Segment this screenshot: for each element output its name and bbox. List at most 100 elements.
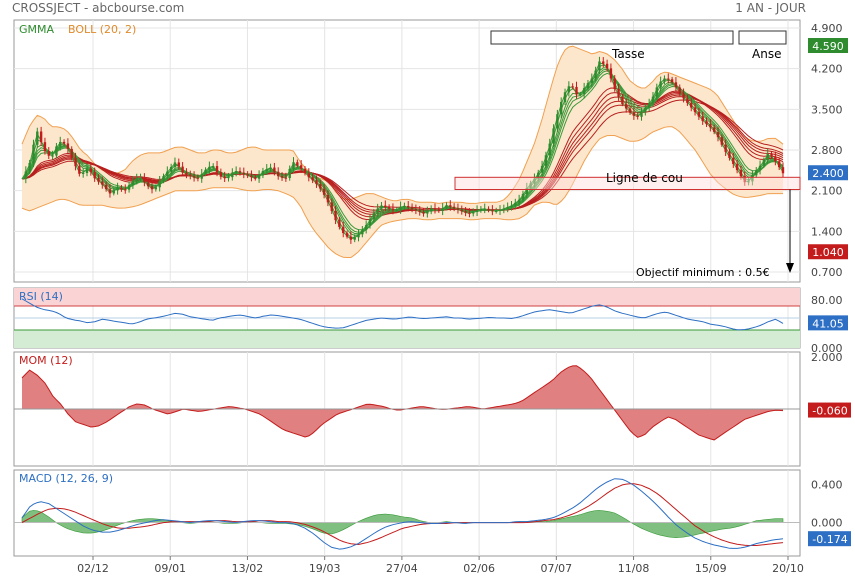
candle-body [177, 162, 180, 167]
candle-body [135, 178, 138, 182]
candle-body [139, 177, 142, 179]
candle-body [525, 187, 528, 195]
candle-body [755, 170, 758, 176]
candle-body [254, 177, 257, 179]
candle-body [315, 180, 318, 185]
rsi-badge [808, 315, 848, 331]
candle-body [751, 175, 754, 182]
candle-body [468, 212, 471, 214]
price-badge [808, 38, 848, 54]
candle-body [449, 205, 452, 207]
macd-signal-line [21, 483, 784, 546]
candle-body [399, 206, 402, 210]
x-tick-label: 20/10 [772, 562, 804, 575]
legend-momentum: MOM (12) [19, 354, 73, 367]
candle-body [674, 82, 678, 88]
candle-body [632, 112, 636, 116]
candle-body [395, 209, 398, 211]
candle-body [181, 166, 184, 173]
price-badge-label: 1.040 [812, 246, 844, 259]
candle-body [131, 181, 135, 186]
candle-body [288, 168, 291, 178]
x-tick-label: 19/03 [309, 562, 341, 575]
candle-body [732, 157, 735, 165]
legend-bollinger: BOLL (20, 2) [68, 23, 136, 36]
candle-body [582, 88, 586, 95]
candle-body [498, 210, 502, 212]
candle-body [307, 173, 311, 178]
candle-body [70, 148, 73, 159]
candle-body [200, 174, 203, 179]
candle-body [552, 128, 555, 144]
candle-body [231, 172, 234, 178]
candle-body [693, 107, 697, 113]
macd-badge [808, 531, 851, 547]
x-tick-label: 02/12 [77, 562, 109, 575]
candle-body [621, 96, 624, 104]
price-badge-label: 4.590 [812, 40, 844, 53]
candle-body [330, 202, 333, 211]
candle-body [208, 166, 211, 170]
candle-body [89, 168, 93, 173]
candle-body [781, 167, 785, 174]
tasse-bracket [490, 30, 734, 45]
candle-body [724, 144, 727, 152]
candle-body [28, 162, 31, 172]
candle-body [150, 186, 154, 190]
candle-body [391, 208, 395, 211]
candle-body [640, 112, 643, 117]
candle-body [479, 208, 483, 211]
candle-body [97, 178, 100, 182]
candle-body [491, 210, 494, 212]
candle-body [494, 211, 498, 212]
candle-body [192, 176, 196, 178]
x-tick-label: 02/06 [463, 562, 495, 575]
candle-body [51, 155, 54, 157]
candle-body [124, 189, 127, 191]
macd-panel [13, 469, 801, 557]
candle-body [85, 168, 89, 173]
candle-body [319, 184, 322, 189]
x-tick-label: 07/07 [540, 562, 572, 575]
candle-body [712, 127, 716, 132]
candle-body [445, 205, 448, 209]
candle-body [410, 207, 414, 209]
candle-body [705, 121, 708, 125]
candle-body [47, 151, 50, 156]
candle-body [292, 162, 295, 169]
candle-body [154, 187, 158, 190]
candle-body [59, 141, 62, 147]
candle-body [647, 103, 651, 108]
candle-body [686, 98, 689, 103]
y-tick-label: 0.700 [811, 266, 843, 279]
candle-body [426, 211, 429, 214]
candle-body [376, 208, 379, 214]
candle-body [533, 178, 536, 184]
candle-body [303, 168, 307, 174]
candle-body [636, 115, 639, 117]
candle-body [364, 225, 368, 230]
candle-body [273, 167, 276, 172]
candle-body [514, 202, 517, 206]
candle-body [437, 209, 441, 211]
macd-tick-label: 0.000 [811, 517, 843, 530]
candle-body [265, 169, 268, 171]
bollinger-upper-line [21, 45, 784, 204]
bollinger-lower-line [21, 126, 783, 258]
candle-body [189, 174, 192, 177]
candle-body [24, 171, 28, 180]
candle-body [774, 156, 777, 162]
candle-body [146, 182, 150, 187]
candle-body [659, 81, 662, 88]
candle-body [311, 177, 314, 181]
candle-body [204, 169, 207, 175]
rsi-badge-label: 41.05 [812, 317, 844, 330]
candle-body [242, 172, 245, 175]
candle-body [261, 170, 265, 176]
candle-body [422, 212, 425, 214]
legend-gmma: GMMA [19, 23, 55, 36]
candle-body [81, 172, 85, 174]
rsi-oversold-zone [14, 330, 800, 348]
y-tick-label: 4.900 [811, 22, 843, 35]
